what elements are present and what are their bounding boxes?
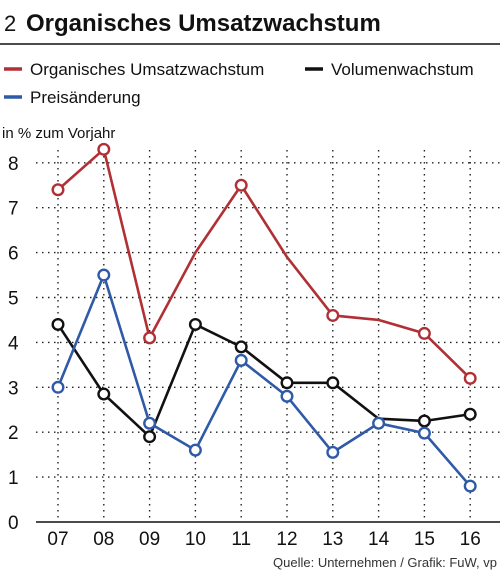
- series-3: [51, 268, 477, 493]
- data-point: [51, 380, 65, 394]
- data-point: [463, 479, 477, 493]
- data-point: [51, 183, 65, 197]
- legend-label: Volumenwachstum: [331, 60, 474, 79]
- data-point: [234, 178, 248, 192]
- data-point: [326, 445, 340, 459]
- figure-number: 2: [4, 11, 16, 36]
- y-tick-label: 5: [8, 289, 19, 310]
- series-lines: [51, 142, 477, 493]
- data-point: [326, 376, 340, 390]
- legend-item: Preisänderung: [4, 88, 141, 107]
- series-2: [51, 317, 477, 444]
- data-point: [51, 317, 65, 331]
- data-point: [143, 430, 157, 444]
- data-point: [280, 376, 294, 390]
- y-tick-label: 3: [8, 378, 19, 399]
- x-tick-label: 07: [47, 529, 68, 550]
- data-point: [234, 340, 248, 354]
- data-point: [463, 371, 477, 385]
- y-tick-label: 6: [8, 244, 19, 265]
- x-tick-label: 13: [322, 529, 343, 550]
- y-axis-label: in % zum Vorjahr: [2, 125, 115, 142]
- y-tick-label: 4: [8, 333, 19, 354]
- x-tick-label: 16: [460, 529, 481, 550]
- data-point: [143, 331, 157, 345]
- legend-label: Organisches Umsatzwachstum: [30, 60, 264, 79]
- gridlines: [36, 150, 500, 522]
- legend: Organisches Umsatzwachstum Volumenwachstu…: [4, 60, 474, 107]
- x-tick-label: 09: [139, 529, 160, 550]
- y-tick-label: 1: [8, 468, 19, 489]
- source-note: Quelle: Unternehmen / Grafik: FuW, vp: [273, 555, 497, 570]
- y-tick-label: 2: [8, 423, 19, 444]
- x-tick-label: 08: [93, 529, 114, 550]
- x-tick-label: 12: [276, 529, 297, 550]
- y-tick-label: 8: [8, 154, 19, 175]
- data-point: [188, 317, 202, 331]
- y-tick-labels: 0 1 2 3 4 5 6 7 8: [8, 154, 19, 534]
- series-1: [51, 142, 477, 385]
- series-line: [57, 148, 472, 380]
- data-point: [143, 416, 157, 430]
- x-tick-label: 15: [414, 529, 435, 550]
- data-point: [234, 353, 248, 367]
- legend-item: Organisches Umsatzwachstum: [4, 60, 264, 79]
- legend-label: Preisänderung: [30, 88, 141, 107]
- data-point: [463, 407, 477, 421]
- x-tick-label: 14: [368, 529, 390, 550]
- data-point: [97, 268, 111, 282]
- y-tick-label: 7: [8, 199, 19, 220]
- data-point: [188, 443, 202, 457]
- data-point: [97, 387, 111, 401]
- x-tick-label: 10: [185, 529, 206, 550]
- data-point: [417, 426, 431, 440]
- data-point: [326, 308, 340, 322]
- series-line: [56, 273, 472, 487]
- data-point: [417, 326, 431, 340]
- data-point: [97, 142, 111, 156]
- y-tick-label: 0: [8, 513, 19, 534]
- x-tick-labels: 07 08 09 10 11 12 13 14 15 16: [47, 529, 480, 550]
- series-line: [56, 323, 471, 438]
- data-point: [372, 416, 386, 430]
- data-point: [280, 389, 294, 403]
- data-point: [417, 414, 431, 428]
- legend-item: Volumenwachstum: [305, 60, 474, 79]
- chart-title: Organisches Umsatzwachstum: [26, 10, 381, 37]
- x-tick-label: 11: [231, 529, 251, 550]
